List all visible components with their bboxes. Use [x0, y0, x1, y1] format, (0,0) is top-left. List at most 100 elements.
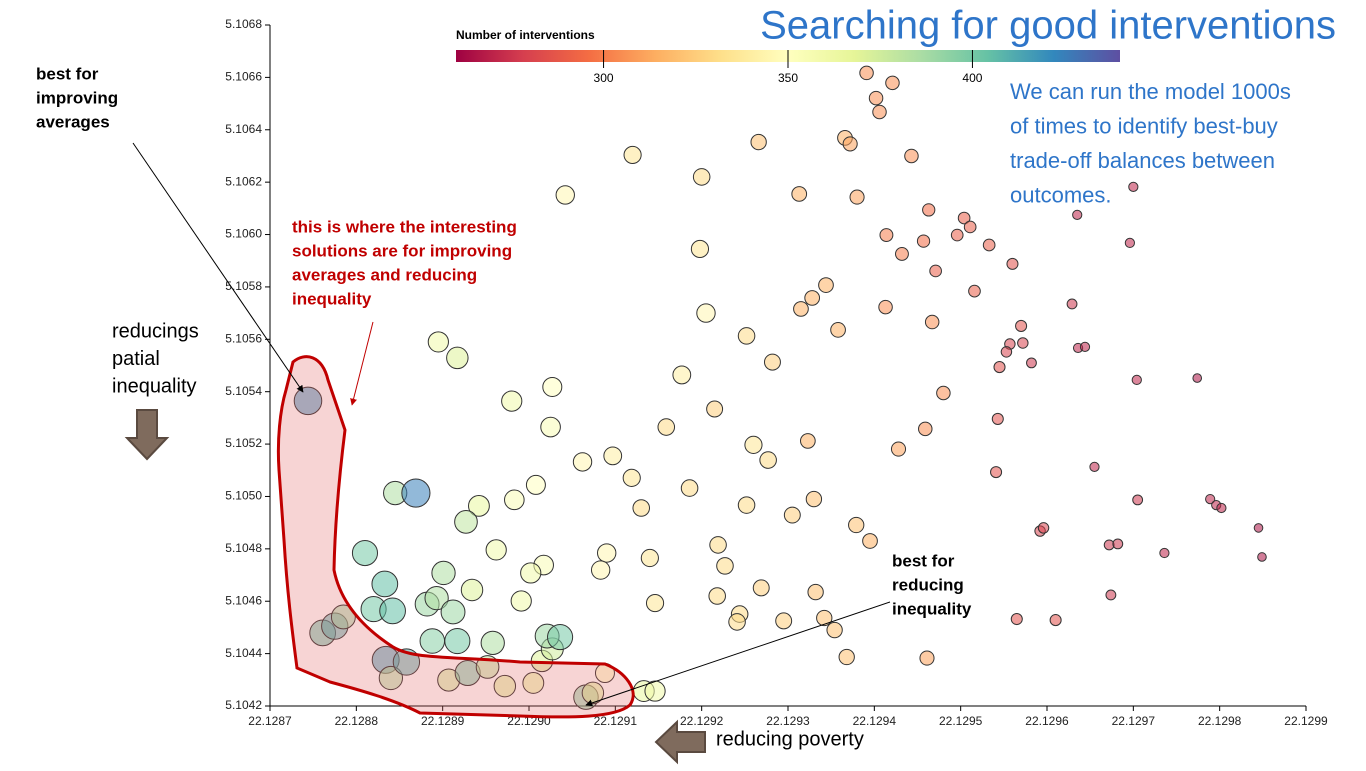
- point: [379, 597, 406, 625]
- highlight-region: [276, 355, 635, 719]
- point: [692, 168, 711, 186]
- y-tick-label: 5.1058: [225, 279, 262, 293]
- point: [706, 400, 724, 418]
- point: [1128, 181, 1139, 192]
- point: [454, 510, 478, 534]
- point: [1015, 319, 1028, 332]
- point: [1026, 357, 1037, 369]
- point: [672, 365, 692, 385]
- y-tick-label: 5.1066: [225, 70, 262, 84]
- point: [763, 353, 781, 371]
- point: [859, 65, 874, 81]
- annotation: averages and reducing: [292, 265, 477, 284]
- point: [696, 303, 716, 323]
- point: [737, 327, 756, 345]
- arrow: [132, 142, 304, 393]
- point: [468, 494, 490, 517]
- subtitle-line: We can run the model 1000s: [1010, 79, 1291, 104]
- point: [555, 185, 575, 205]
- arrow: [350, 321, 374, 406]
- subtitle-line: of times to identify best-buy: [1010, 113, 1278, 138]
- x-tick-label: 22.1293: [766, 714, 810, 728]
- point: [826, 621, 843, 639]
- point: [525, 474, 546, 495]
- point: [1089, 461, 1100, 472]
- y-tick-label: 5.1044: [225, 646, 262, 660]
- axes: 5.1068 5.1066 5.1064 5.1062 5.1060 5.1058 5.10…: [225, 17, 1328, 728]
- point: [444, 627, 471, 655]
- x-tick-label: 22.1295: [939, 714, 983, 728]
- point: [750, 133, 767, 151]
- point: [1000, 346, 1013, 358]
- annotations: best for improving averages this is where t…: [36, 64, 972, 750]
- point: [885, 75, 900, 91]
- colorbar-tick-label: 300: [594, 71, 614, 85]
- y-tick-label: 5.1054: [225, 384, 262, 398]
- point: [1112, 538, 1124, 550]
- annotation: this is where the interesting: [292, 217, 517, 236]
- point: [716, 557, 734, 575]
- point: [929, 264, 942, 278]
- point: [916, 234, 931, 248]
- point: [1253, 523, 1264, 533]
- point: [657, 418, 676, 436]
- point: [645, 593, 665, 613]
- point: [1105, 589, 1117, 601]
- annotation: inequality: [292, 289, 372, 308]
- point: [924, 314, 940, 330]
- x-tick-label: 22.1287: [248, 714, 292, 728]
- point: [982, 238, 996, 252]
- point: [993, 361, 1006, 374]
- y-tick-label: 5.1068: [225, 17, 262, 31]
- point: [690, 239, 710, 259]
- point: [1079, 341, 1091, 353]
- point: [622, 468, 641, 487]
- point: [510, 590, 532, 612]
- point: [991, 412, 1004, 425]
- point: [957, 211, 971, 225]
- point: [493, 674, 517, 698]
- point: [427, 331, 449, 353]
- point: [640, 548, 659, 568]
- point: [737, 496, 756, 514]
- point: [849, 189, 865, 205]
- point: [963, 220, 977, 234]
- x-tick-label: 22.1291: [594, 714, 638, 728]
- point: [378, 665, 404, 691]
- point: [759, 451, 777, 469]
- y-tick-label: 5.1064: [225, 122, 262, 136]
- point: [904, 148, 919, 164]
- annotation: reducing poverty: [716, 728, 864, 750]
- colorbar-tick-label: 350: [778, 71, 798, 85]
- point: [1049, 614, 1062, 627]
- point: [922, 203, 936, 217]
- point: [709, 536, 727, 554]
- y-tick-label: 5.1052: [225, 436, 262, 450]
- point: [1066, 298, 1078, 310]
- point: [799, 433, 816, 449]
- points: [293, 65, 1267, 710]
- point: [872, 104, 887, 120]
- y-tick-label: 5.1060: [225, 227, 262, 241]
- point: [603, 446, 623, 466]
- point: [1192, 373, 1203, 383]
- point: [424, 585, 449, 611]
- point: [1006, 257, 1019, 270]
- y-tick-label: 5.1042: [225, 698, 262, 712]
- x-tick-label: 22.1299: [1284, 714, 1328, 728]
- point: [890, 441, 907, 457]
- point: [936, 385, 951, 401]
- x-tick-label: 22.1294: [853, 714, 897, 728]
- annotation: inequality: [892, 599, 972, 618]
- point: [848, 516, 865, 534]
- point: [542, 376, 563, 397]
- x-tick-label: 22.1296: [1025, 714, 1069, 728]
- point: [485, 539, 507, 561]
- point: [862, 533, 878, 549]
- point: [878, 299, 893, 315]
- point: [816, 609, 833, 627]
- point: [522, 672, 545, 694]
- annotation: best for: [36, 64, 99, 83]
- point: [1131, 374, 1142, 386]
